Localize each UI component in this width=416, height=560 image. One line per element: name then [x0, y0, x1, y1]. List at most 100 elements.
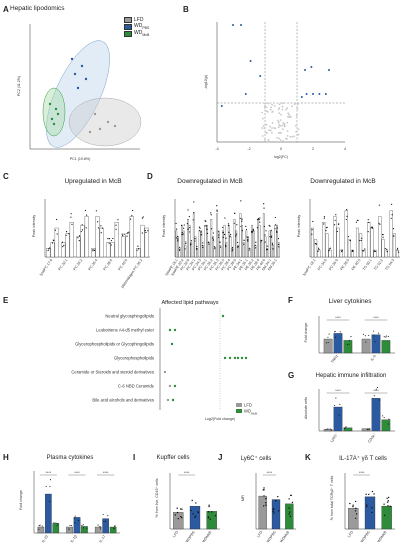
data-dot — [386, 501, 389, 503]
bar — [222, 230, 224, 258]
data-dot — [269, 236, 271, 238]
data-dot — [183, 227, 185, 229]
bar-chart-immune-infiltration: Ly6G⁺ **** CD3e⁺ **** Absolute cells — [304, 386, 395, 444]
data-dot — [78, 235, 81, 237]
data-dot — [367, 219, 369, 221]
data-dot — [329, 247, 332, 249]
data-dot — [208, 241, 210, 243]
data-dot — [341, 249, 343, 251]
data-dot — [85, 214, 88, 216]
data-dot — [351, 250, 354, 253]
bar — [343, 340, 353, 354]
data-dot — [386, 497, 388, 500]
bar — [66, 526, 73, 534]
data-dot — [271, 242, 274, 244]
data-dot — [207, 516, 210, 518]
bar — [272, 245, 274, 258]
bar — [114, 222, 119, 258]
data-dot — [389, 505, 391, 508]
bar — [188, 224, 191, 258]
data-dot — [103, 521, 105, 523]
bar-chart-upregulated: lysoPC 17:0 PC 32:1 PC 34:2 PC 36:4 PC 38:6 P… — [32, 199, 150, 289]
bar — [270, 230, 273, 258]
x-tick-label: PC 40:6 — [118, 258, 129, 271]
data-dot — [101, 227, 103, 229]
data-dot — [186, 223, 188, 225]
volcano-point-ns — [267, 139, 270, 142]
data-dot — [132, 209, 134, 212]
bar — [336, 227, 340, 258]
bar — [271, 499, 281, 530]
data-dot — [288, 498, 290, 500]
data-dot — [370, 226, 372, 228]
data-dot — [391, 214, 393, 216]
volcano-point-ns — [264, 140, 266, 143]
volcano-x-tick: 4 — [344, 147, 346, 151]
bar — [310, 227, 314, 258]
pathway-dot — [171, 398, 175, 402]
data-dot — [112, 237, 114, 240]
data-dot — [53, 522, 55, 524]
title-i: Kupffer cells — [156, 455, 190, 461]
data-dot — [288, 513, 290, 515]
e-legend-swatch-lfd — [236, 403, 242, 407]
volcano-point-ns — [281, 108, 284, 111]
title-k: IL-17A⁺ γδ T cells — [339, 456, 387, 462]
data-dot — [264, 502, 267, 504]
data-dot — [314, 243, 317, 245]
bar-chart-kupffer: LFD WDPBS WDMcB **** % from live, CD45⁺ cell… — [155, 471, 220, 544]
data-dot — [371, 226, 373, 228]
data-dot — [74, 522, 76, 524]
data-dot — [264, 241, 266, 243]
data-dot — [222, 226, 224, 229]
volcano-point-ns — [278, 112, 281, 115]
bar — [206, 511, 217, 530]
volcano-point-sig — [304, 69, 306, 71]
data-dot — [364, 335, 366, 337]
data-dot — [352, 504, 354, 506]
data-dot — [325, 342, 327, 344]
bar — [125, 233, 130, 258]
volcano-point-ns — [269, 125, 271, 128]
data-dot — [86, 527, 88, 529]
volcano-point-sig — [324, 93, 327, 95]
bar — [231, 248, 233, 258]
data-dot — [350, 336, 352, 338]
y-axis-label: % from live, CD45⁺ cells — [155, 478, 159, 517]
data-dot — [231, 248, 234, 250]
data-dot — [206, 232, 208, 234]
data-dot — [343, 427, 346, 429]
ellipse-wd-pbs — [46, 40, 110, 148]
data-dot — [218, 234, 220, 236]
x-tick-label: SM 36:1 — [267, 258, 278, 271]
data-dot — [367, 231, 369, 233]
data-dot — [328, 250, 330, 252]
data-dot — [291, 501, 294, 504]
data-dot — [212, 237, 214, 239]
bar — [239, 213, 242, 258]
x-tick-label: PC 38:4 — [221, 258, 232, 271]
bar — [260, 242, 263, 258]
data-dot — [219, 241, 221, 243]
bar — [245, 230, 248, 258]
bar — [328, 249, 332, 258]
data-dot — [92, 249, 94, 251]
data-dot — [336, 230, 338, 233]
volcano-point-ns — [265, 123, 268, 126]
data-dot — [202, 246, 204, 248]
data-dot — [387, 423, 389, 425]
bar — [216, 213, 218, 258]
data-dot — [194, 516, 196, 519]
x-tick-label: PC 34:3 — [191, 258, 202, 271]
bar — [212, 236, 214, 258]
data-dot — [199, 227, 201, 229]
volcano-point-ns — [267, 102, 270, 105]
data-dot — [257, 217, 260, 220]
bar — [184, 245, 187, 258]
pca-point — [54, 107, 58, 111]
y-axis-label: Peak intensity — [162, 215, 166, 238]
x-tick-label: WDMcB — [202, 530, 213, 544]
x-tick-label: PC 34:1 — [186, 258, 197, 271]
data-dot — [56, 218, 58, 221]
data-dot — [222, 231, 224, 234]
